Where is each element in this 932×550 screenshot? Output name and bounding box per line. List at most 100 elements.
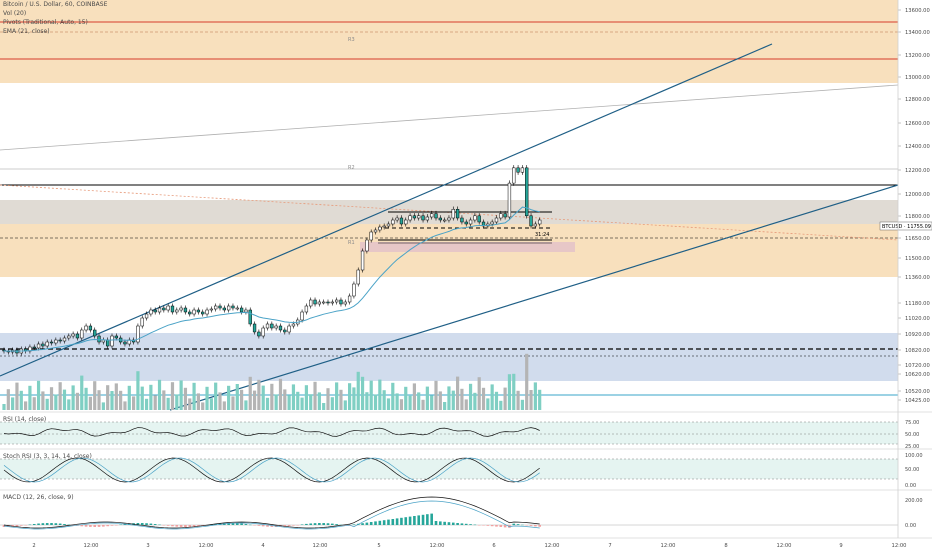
macd-histogram-bar	[184, 525, 187, 527]
price-tick-label: 11180.00	[905, 301, 930, 307]
resistance-zone-top	[0, 0, 898, 83]
volume-bar	[49, 387, 54, 410]
candle-body	[248, 309, 252, 325]
macd-histogram-bar	[227, 523, 230, 525]
macd-histogram-bar	[516, 524, 520, 525]
candle-body	[460, 217, 464, 223]
ema-indicator-label[interactable]: EMA (21, close)	[3, 28, 50, 35]
time-tick-label: 4	[261, 543, 265, 549]
candle-body	[382, 225, 386, 228]
volume-bar	[265, 397, 270, 410]
pivots-indicator-label[interactable]: Pivots (Traditional, Auto, 15)	[3, 19, 88, 26]
macd-histogram-bar	[434, 521, 438, 525]
macd-histogram-bar	[257, 525, 261, 526]
macd-pane-label[interactable]: MACD (12, 26, close, 9)	[3, 494, 74, 501]
rsi-tick-label: 50.00	[905, 432, 919, 438]
candle-body	[265, 323, 270, 329]
volume-bar	[162, 390, 166, 410]
macd-histogram-bar	[110, 525, 114, 526]
volume-bar	[248, 376, 252, 410]
candle-body	[41, 343, 45, 347]
candle-body	[417, 215, 421, 219]
volume-bar	[525, 353, 529, 410]
volume-bar	[71, 385, 75, 410]
candle-body	[291, 323, 296, 327]
candle-body	[226, 305, 231, 311]
candle-body	[438, 217, 442, 221]
volume-bar	[45, 398, 49, 410]
macd-histogram-bar	[318, 523, 321, 525]
macd-histogram-bar	[84, 525, 88, 527]
volume-bar	[231, 396, 235, 410]
macd-histogram-bar	[387, 519, 390, 525]
time-tick-label: 12:00	[892, 543, 907, 549]
candle-body	[235, 307, 239, 310]
volume-bar	[75, 392, 80, 410]
volume-bar	[123, 401, 127, 410]
macd-histogram-bar	[89, 525, 92, 527]
candle-body	[188, 311, 192, 315]
candle-body	[239, 307, 244, 313]
macd-histogram-bar	[343, 525, 347, 526]
candle-body	[84, 325, 88, 331]
stoch-rsi-pane-label[interactable]: Stoch RSI (3, 3, 14, 14, close)	[3, 453, 92, 460]
time-tick-label: 12:00	[661, 543, 676, 549]
candle-body	[183, 307, 188, 313]
candle-body	[270, 323, 274, 329]
volume-bar	[343, 400, 347, 410]
macd-histogram-bar	[140, 523, 144, 525]
price-tick-label: 12600.00	[905, 121, 930, 127]
volume-bar	[309, 394, 313, 410]
macd-histogram-bar	[413, 516, 416, 525]
rsi-pane-label[interactable]: RSI (14, close)	[3, 416, 47, 423]
volume-bar	[512, 373, 516, 410]
macd-histogram-bar	[102, 525, 105, 527]
candle-body	[75, 333, 80, 339]
macd-histogram-bar	[395, 518, 399, 525]
volume-bar	[58, 382, 62, 410]
macd-histogram-bar	[45, 523, 49, 525]
price-tick-label: 10425.00	[905, 398, 930, 404]
candle-body	[201, 311, 205, 315]
stoch-tick-label: 0.00	[905, 483, 916, 489]
macd-histogram-bar	[115, 525, 118, 526]
volume-bar	[170, 382, 175, 410]
candle-body	[274, 325, 278, 329]
volume-bar	[175, 394, 179, 410]
macd-histogram-bar	[443, 521, 446, 525]
macd-histogram-bar	[201, 525, 205, 526]
macd-histogram-bar	[482, 525, 485, 526]
volume-bar	[257, 379, 261, 410]
volume-bar	[240, 389, 244, 410]
symbol-title: Bitcoin / U.S. Dollar, 60, COINBASE	[3, 1, 108, 8]
time-tick-label: 12:00	[545, 543, 560, 549]
price-tick-label: 10920.00	[905, 332, 930, 338]
volume-bar	[335, 382, 339, 410]
candle-body	[80, 329, 84, 339]
macd-histogram-bar	[19, 525, 23, 526]
volume-bar	[278, 378, 283, 410]
ema-line	[3, 206, 540, 352]
volume-bar	[270, 383, 274, 410]
macd-histogram-bar	[292, 525, 295, 526]
volume-bar	[456, 376, 460, 410]
macd-histogram-bar	[97, 525, 101, 527]
candle-body	[317, 301, 322, 305]
volume-bar	[6, 389, 10, 410]
candle-body	[170, 305, 175, 313]
candle-body	[261, 327, 265, 337]
macd-histogram-bar	[426, 514, 429, 525]
volume-bar	[62, 389, 67, 410]
volume-bar	[516, 390, 520, 410]
volume-indicator-label[interactable]: Vol (20)	[3, 10, 27, 17]
candle-body	[369, 231, 373, 241]
candle-body	[529, 215, 533, 227]
macd-histogram-bar	[80, 525, 84, 527]
volume-bar	[149, 384, 153, 410]
macd-histogram-bar	[37, 523, 40, 525]
candle-body	[192, 309, 196, 315]
macd-histogram-bar	[15, 525, 19, 527]
volume-bar	[136, 371, 140, 410]
volume-bar	[408, 395, 412, 410]
